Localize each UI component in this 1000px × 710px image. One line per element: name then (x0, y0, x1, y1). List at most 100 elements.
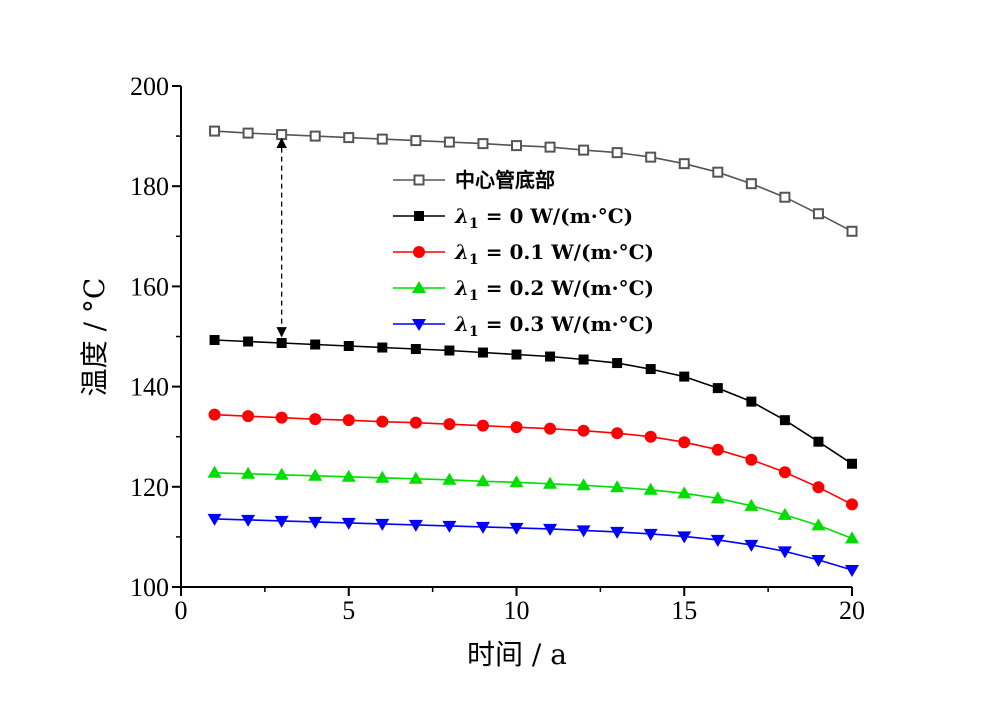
data-point (377, 342, 388, 353)
data-point (509, 475, 524, 488)
data-point (309, 413, 322, 426)
data-point (242, 127, 254, 139)
data-point (811, 554, 826, 567)
data-point (209, 335, 220, 346)
data-point (408, 519, 423, 532)
data-point (777, 546, 792, 559)
series-layer (207, 125, 859, 577)
legend-label: λ1 = 0.3 W/(m·°C) (454, 312, 654, 340)
data-point (679, 371, 690, 382)
data-point (475, 474, 490, 487)
data-point (242, 410, 255, 423)
legend-label: λ1 = 0.2 W/(m·°C) (454, 276, 654, 304)
legend-label: λ1 = 0.1 W/(m·°C) (454, 240, 654, 268)
x-axis-title: 时间 / a (467, 638, 567, 671)
data-point (343, 132, 355, 144)
data-point (544, 141, 556, 153)
data-point (611, 147, 623, 159)
data-point (476, 419, 489, 432)
data-point (511, 140, 522, 152)
x-tick-label: 10 (504, 596, 530, 625)
legend-marker (414, 211, 424, 221)
y-tick-label: 200 (130, 72, 169, 101)
data-point (643, 528, 658, 541)
data-point (477, 138, 489, 150)
data-point (243, 336, 254, 347)
data-point (477, 347, 488, 358)
data-point (341, 517, 356, 530)
data-point (308, 468, 323, 481)
legend-marker (413, 246, 425, 258)
data-point (611, 427, 624, 440)
data-point (208, 408, 221, 421)
series-2 (208, 408, 858, 511)
data-point (578, 144, 590, 156)
data-point (610, 480, 625, 493)
data-point (712, 166, 724, 178)
data-point (410, 344, 421, 355)
data-point (544, 422, 557, 435)
data-point (778, 466, 791, 479)
data-point (847, 458, 857, 469)
data-point (442, 472, 457, 485)
data-point (343, 341, 354, 352)
data-point (376, 415, 389, 428)
data-point (274, 515, 289, 528)
data-point (241, 514, 256, 527)
series-line (214, 130, 853, 233)
legend: 中心管底部 λ1 = 0 W/(m·°C) λ1 = 0.1 W/(m·°C) λ1 … (393, 168, 654, 340)
data-point (812, 481, 825, 494)
data-point (678, 158, 690, 170)
series-4 (207, 513, 859, 577)
data-point (745, 178, 757, 190)
data-point (846, 225, 858, 237)
legend-marker (412, 281, 426, 293)
legend-item-3: λ1 = 0.2 W/(m·°C) (393, 276, 654, 304)
legend-label: λ1 = 0 W/(m·°C) (454, 204, 633, 232)
data-point (376, 133, 388, 145)
data-point (744, 539, 759, 552)
data-point (644, 430, 657, 443)
data-point (275, 411, 288, 424)
data-point (711, 443, 724, 456)
data-point (811, 518, 826, 531)
data-point (578, 354, 589, 365)
legend-marker (413, 174, 425, 186)
y-axis-title: 温度 / °C (78, 278, 111, 397)
data-point (274, 467, 289, 480)
data-point (408, 471, 423, 484)
data-point (241, 466, 256, 479)
data-point (744, 498, 759, 511)
data-point (510, 421, 523, 434)
data-point (576, 478, 591, 491)
data-point (845, 531, 859, 544)
data-point (309, 130, 321, 142)
data-point (409, 416, 422, 429)
legend-item-0: 中心管底部 (393, 168, 555, 192)
data-point (442, 520, 457, 533)
x-tick-label: 5 (342, 596, 355, 625)
data-point (341, 469, 356, 482)
y-tick-label: 160 (130, 272, 169, 301)
data-point (610, 526, 625, 539)
data-point (779, 415, 790, 426)
series-line (214, 339, 853, 465)
legend-item-1: λ1 = 0 W/(m·°C) (393, 204, 633, 232)
data-point (577, 424, 590, 437)
data-point (443, 418, 456, 431)
data-point (509, 522, 524, 535)
legend-item-2: λ1 = 0.1 W/(m·°C) (393, 240, 654, 268)
data-point (645, 364, 656, 375)
data-point (342, 414, 355, 427)
y-tick-label: 140 (130, 373, 169, 402)
data-point (410, 135, 422, 147)
series-3 (207, 465, 859, 544)
data-point (543, 476, 558, 489)
data-point (678, 436, 691, 449)
data-point (710, 491, 725, 504)
data-point (779, 191, 791, 203)
data-point (645, 151, 657, 163)
axes: 100 120 140 160 180 200 0 5 10 15 20 (130, 72, 865, 625)
data-point (207, 513, 222, 526)
